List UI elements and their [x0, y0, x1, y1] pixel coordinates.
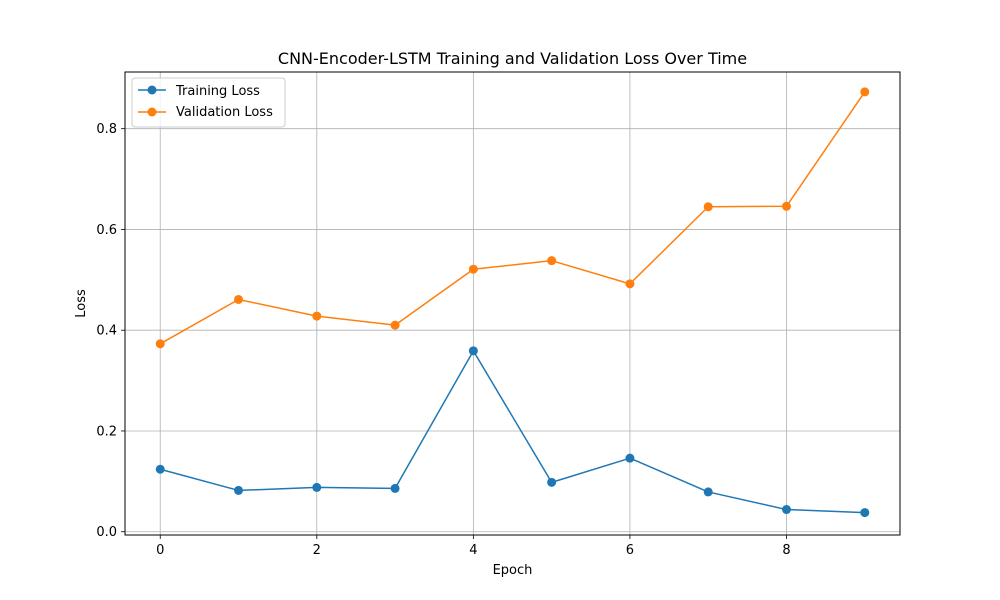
- series-validation-loss: [155, 87, 870, 349]
- x-tick-label: 0: [156, 543, 164, 558]
- data-point-validation-loss: [860, 87, 870, 97]
- legend-label-validation-loss: Validation Loss: [176, 105, 273, 120]
- data-point-validation-loss: [703, 202, 713, 212]
- data-point-training-loss: [468, 346, 478, 356]
- legend-swatch-marker: [147, 107, 157, 117]
- y-tick-label: 0.6: [96, 223, 117, 238]
- legend-entry-training-loss: Training Loss: [138, 84, 260, 99]
- y-tick-label: 0.4: [96, 324, 117, 339]
- data-point-validation-loss: [155, 339, 165, 349]
- data-point-training-loss: [625, 453, 635, 463]
- data-point-validation-loss: [781, 201, 791, 211]
- y-tick-label: 0.0: [96, 525, 117, 540]
- data-point-validation-loss: [234, 294, 244, 304]
- x-tick-label: 8: [782, 543, 790, 558]
- series-line-training-loss: [160, 350, 865, 514]
- x-tick-label: 6: [626, 543, 634, 558]
- data-point-validation-loss: [390, 320, 400, 330]
- data-point-training-loss: [390, 483, 400, 493]
- series-line-validation-loss: [159, 91, 866, 345]
- grid-lines: [125, 72, 900, 535]
- data-point-training-loss: [781, 505, 791, 515]
- chart-title: CNN-Encoder-LSTM Training and Validation…: [278, 49, 747, 68]
- data-point-validation-loss: [625, 279, 635, 289]
- data-point-validation-loss: [312, 311, 322, 321]
- legend: Training Loss Validation Loss: [131, 77, 286, 128]
- series-training-loss: [155, 346, 870, 518]
- y-axis-label: Loss: [74, 289, 89, 318]
- data-point-training-loss: [703, 487, 713, 497]
- data-point-training-loss: [155, 464, 165, 474]
- legend-box: [131, 77, 286, 128]
- data-point-training-loss: [312, 482, 322, 492]
- x-tick-label: 2: [313, 543, 321, 558]
- data-point-validation-loss: [468, 264, 478, 274]
- legend-entry-validation-loss: Validation Loss: [138, 105, 273, 120]
- legend-label-training-loss: Training Loss: [175, 84, 260, 99]
- plot-area-frame: [124, 71, 901, 536]
- legend-swatch-marker: [147, 85, 157, 95]
- axis-ticks: 0 2 4 6 8 0.0 0.2 0.4 0.6 0.8: [96, 122, 790, 558]
- y-tick-label: 0.8: [96, 122, 117, 137]
- y-tick-label: 0.2: [96, 424, 117, 439]
- data-point-training-loss: [860, 508, 870, 518]
- data-point-training-loss: [234, 485, 244, 495]
- data-point-training-loss: [547, 477, 557, 487]
- x-axis-label: Epoch: [493, 563, 533, 578]
- data-point-validation-loss: [547, 256, 557, 266]
- x-tick-label: 4: [469, 543, 477, 558]
- series-group: [155, 87, 870, 518]
